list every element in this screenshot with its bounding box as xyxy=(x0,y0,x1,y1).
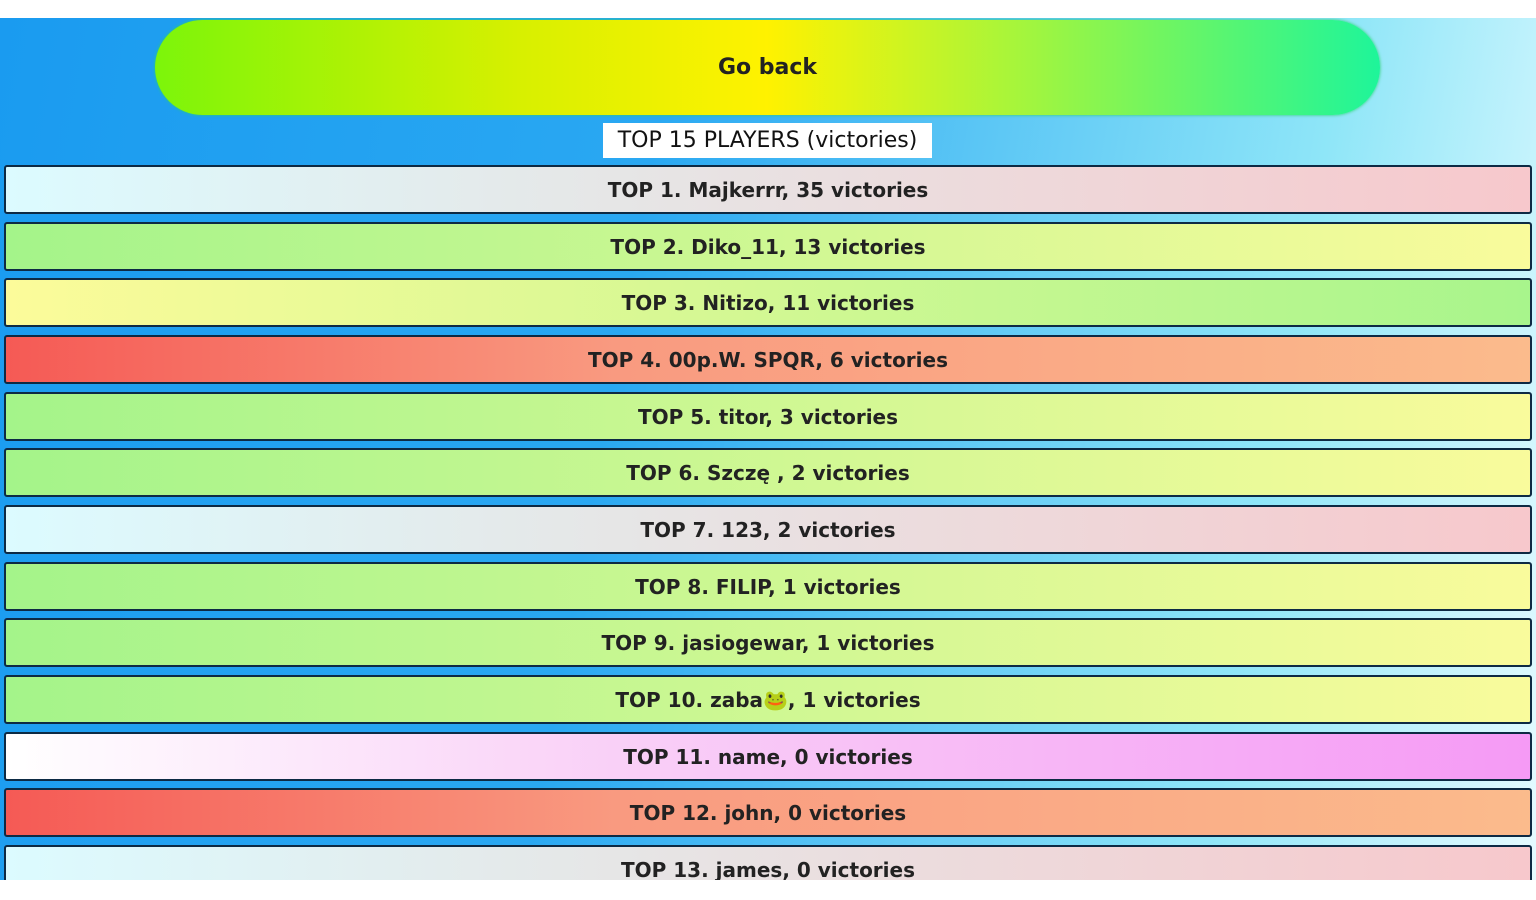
leaderboard-row: TOP 11. name, 0 victories xyxy=(4,732,1532,781)
leaderboard-row: TOP 12. john, 0 victories xyxy=(4,788,1532,837)
leaderboard-row: TOP 8. FILIP, 1 victories xyxy=(4,562,1532,611)
leaderboard-row: TOP 9. jasiogewar, 1 victories xyxy=(4,618,1532,667)
leaderboard-row: TOP 7. 123, 2 victories xyxy=(4,505,1532,554)
leaderboard-row: TOP 4. 00p.W. SPQR, 6 victories xyxy=(4,335,1532,384)
leaderboard-row: TOP 2. Diko_11, 13 victories xyxy=(4,222,1532,271)
leaderboard-row: TOP 1. Majkerrr, 35 victories xyxy=(4,165,1532,214)
leaderboard-row: TOP 6. Szczę , 2 victories xyxy=(4,448,1532,497)
screen: Go back TOP 15 PLAYERS (victories) TOP 1… xyxy=(0,18,1536,880)
leaderboard-row: TOP 10. zaba🐸, 1 victories xyxy=(4,675,1532,724)
leaderboard-row: TOP 3. Nitizo, 11 victories xyxy=(4,278,1532,327)
leaderboard-row: TOP 13. james, 0 victories xyxy=(4,845,1532,880)
leaderboard-row: TOP 5. titor, 3 victories xyxy=(4,392,1532,441)
leaderboard-title: TOP 15 PLAYERS (victories) xyxy=(603,123,932,158)
go-back-button[interactable]: Go back xyxy=(155,20,1380,115)
